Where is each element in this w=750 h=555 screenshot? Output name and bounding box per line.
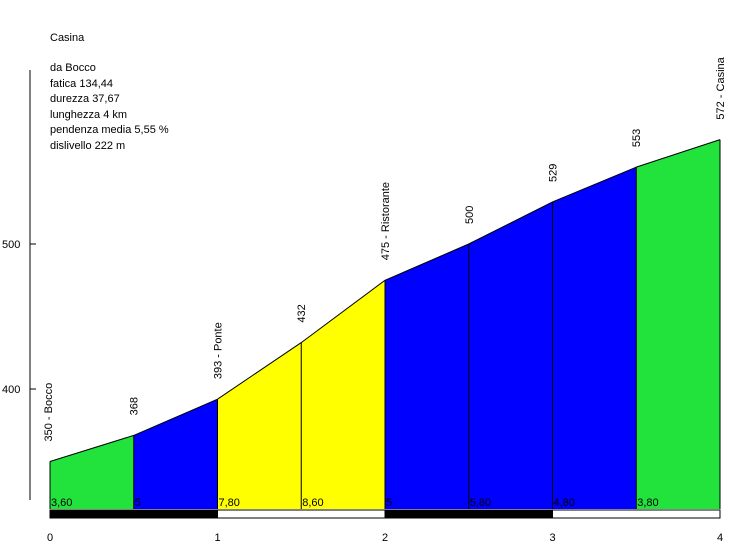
- gradient-label-2: 5: [135, 497, 141, 509]
- elevation-label-3: 432: [296, 304, 308, 322]
- profile-segment-5: [385, 244, 469, 509]
- elevation-label-1: 368: [129, 397, 141, 415]
- km-bar-block-1: [49, 509, 218, 519]
- profile-segment-8: [636, 139, 720, 509]
- elevation-label-7: 553: [631, 129, 643, 147]
- gradient-label-1: 3,60: [51, 497, 72, 509]
- gradient-label-3: 7,80: [219, 497, 240, 509]
- fatica-value: fatica 134,44: [50, 77, 113, 90]
- profile-segment-6: [468, 201, 553, 509]
- km-bar-block-4: [552, 509, 721, 519]
- x-tick-label-3: 3: [549, 532, 555, 544]
- durezza-value: durezza 37,67: [50, 93, 120, 105]
- profile-segment-3: [217, 342, 302, 509]
- gradient-label-5: 5: [386, 497, 392, 509]
- x-tick-label-2: 2: [382, 532, 388, 544]
- y-tick-label-400: 400: [2, 384, 20, 396]
- km-bar-block-2: [217, 509, 386, 519]
- profile-segment-4: [301, 280, 385, 509]
- start-label: da Bocco: [50, 62, 96, 74]
- elevation-label-5: 500: [464, 206, 476, 224]
- elevation-label-0: 350 - Bocco: [43, 383, 55, 442]
- dislivello-value: dislivello 222 m: [50, 139, 126, 152]
- elevation-label-2: 393 - Ponte: [213, 322, 225, 379]
- elevation-label-6: 529: [548, 164, 560, 182]
- gradient-label-4: 8,60: [302, 497, 323, 509]
- gradient-label-8: 3,80: [637, 497, 658, 509]
- profile-segment-2: [133, 399, 218, 509]
- y-tick-label-500: 500: [2, 239, 20, 251]
- profile-segment-1: [50, 435, 134, 509]
- x-tick-label-1: 1: [214, 532, 220, 544]
- km-bar-block-3: [384, 509, 553, 519]
- gradient-label-7: 4,80: [554, 497, 575, 509]
- x-tick-label-4: 4: [717, 532, 723, 544]
- pendenza-value: pendenza media 5,55 %: [50, 124, 169, 136]
- elevation-label-4: 475 - Ristorante: [380, 182, 392, 260]
- elevation-label-8: 572 - Casina: [715, 56, 727, 119]
- x-tick-label-0: 0: [47, 532, 53, 544]
- gradient-label-6: 5,80: [470, 497, 491, 509]
- profile-outline: [49, 139, 721, 462]
- route-title: Casina: [50, 32, 85, 44]
- profile-segment-7: [552, 167, 637, 509]
- lunghezza-value: lunghezza 4 km: [50, 108, 128, 121]
